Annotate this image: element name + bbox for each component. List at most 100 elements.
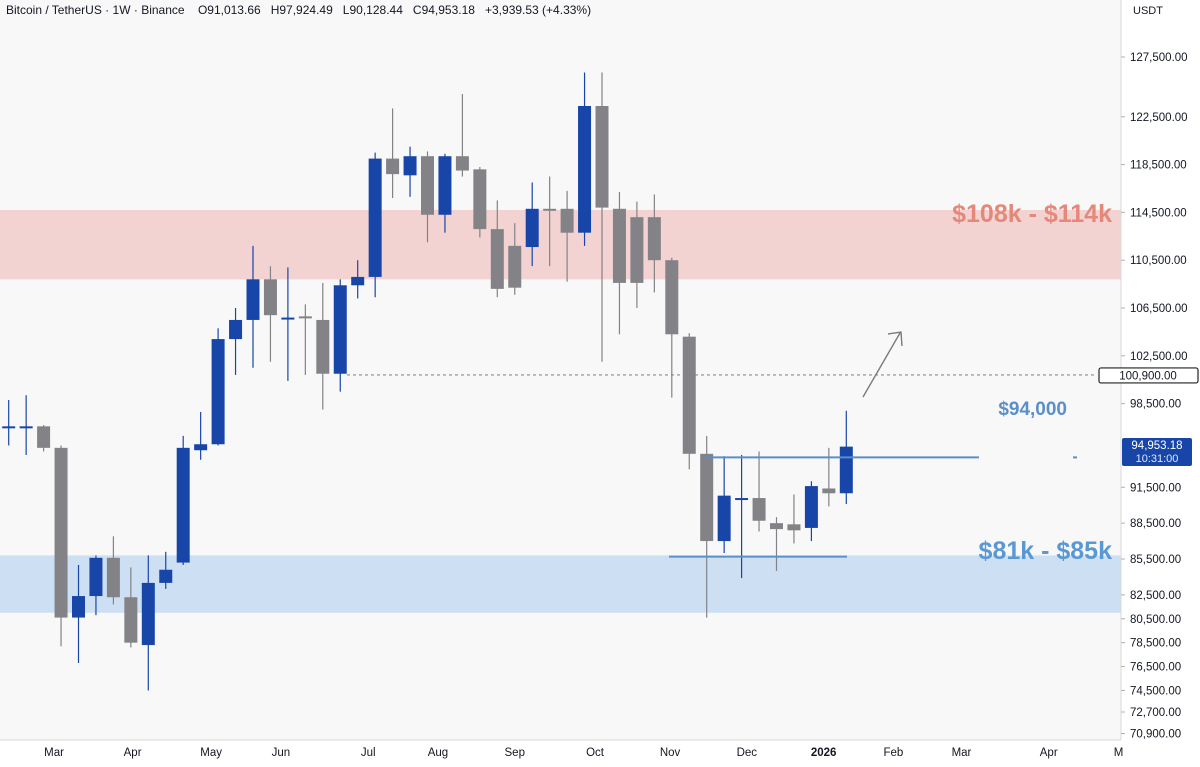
candle-body-down[interactable]: [473, 169, 487, 230]
open-value: 91,013.66: [207, 3, 261, 17]
candle-body-down[interactable]: [54, 447, 68, 618]
candle-body-down[interactable]: [595, 106, 609, 208]
time-tick-label: Jul: [361, 747, 376, 759]
candle-body-down[interactable]: [124, 597, 138, 643]
candle-body-down[interactable]: [682, 336, 696, 454]
currency-label[interactable]: USDT: [1133, 5, 1163, 17]
price-tick-label: 82,500.00: [1130, 590, 1181, 602]
candle-body-up[interactable]: [525, 208, 539, 248]
price-tick-label: 72,700.00: [1130, 707, 1181, 719]
candle-body-down[interactable]: [822, 488, 836, 494]
price-tick-label: 91,500.00: [1130, 482, 1181, 494]
candle-body-up[interactable]: [839, 446, 853, 494]
time-tick-label: Oct: [586, 747, 605, 759]
candle-body-up[interactable]: [438, 156, 452, 215]
candle-body-down[interactable]: [455, 156, 469, 171]
candle-body-up[interactable]: [141, 582, 155, 646]
candle-body-down[interactable]: [630, 217, 644, 283]
candle-body-up[interactable]: [89, 557, 103, 597]
time-tick-label: Mar: [44, 747, 64, 759]
breakout-level-label: $94,000: [998, 399, 1067, 420]
candle-body-up[interactable]: [19, 426, 33, 429]
candle-body-up[interactable]: [804, 486, 818, 528]
time-tick-label: Apr: [124, 747, 142, 759]
candle-body-down[interactable]: [298, 316, 312, 319]
candle-body-up[interactable]: [229, 319, 243, 340]
candle-body-down[interactable]: [560, 208, 574, 233]
candle-body-down[interactable]: [787, 524, 801, 531]
candle-body-up[interactable]: [717, 495, 731, 542]
candle-body-up[interactable]: [281, 317, 295, 320]
arrow-head-icon: [887, 331, 903, 347]
candle-body-down[interactable]: [647, 217, 661, 261]
candle-body-down[interactable]: [543, 208, 557, 211]
close-value: 94,953.18: [421, 3, 475, 17]
candle-body-down[interactable]: [263, 279, 277, 316]
price-tick-label: 76,500.00: [1130, 662, 1181, 674]
price-tick-label: 74,500.00: [1130, 685, 1181, 697]
candle-body-up[interactable]: [2, 426, 16, 429]
candle-body-down[interactable]: [612, 208, 626, 283]
time-tick-label: Nov: [660, 747, 681, 759]
candle-body-up[interactable]: [333, 285, 347, 374]
last-price-badge[interactable]: [1122, 438, 1192, 467]
support-zone-label: $81k - $85k: [979, 537, 1113, 565]
high-key: H: [270, 3, 280, 17]
candle-body-down[interactable]: [508, 245, 522, 288]
price-tick-label: 70,900.00: [1130, 729, 1181, 741]
candle-body-down[interactable]: [106, 557, 120, 598]
target-price-badge-text: 100,900.00: [1119, 370, 1177, 382]
separator: ·: [133, 3, 142, 17]
candle-body-up[interactable]: [211, 339, 225, 445]
price-tick-label: 78,500.00: [1130, 638, 1181, 650]
symbol-name: Bitcoin / TetherUS: [6, 3, 102, 17]
candle-body-up[interactable]: [72, 596, 85, 618]
price-tick-label: 127,500.00: [1130, 52, 1188, 64]
candle-body-up[interactable]: [578, 106, 592, 233]
time-tick-label: 2026: [811, 747, 837, 759]
candle-body-down[interactable]: [770, 523, 783, 530]
low-key: L: [342, 3, 350, 17]
time-tick-label: Dec: [737, 747, 758, 759]
exchange-label: Binance: [141, 3, 185, 17]
candle-countdown-text: 10:31:00: [1136, 453, 1179, 465]
candle-body-down[interactable]: [37, 426, 51, 448]
candle-body-up[interactable]: [176, 447, 190, 563]
candle-body-down[interactable]: [490, 229, 504, 289]
candle-body-up[interactable]: [735, 498, 749, 501]
candle-body-down[interactable]: [665, 260, 679, 335]
resistance-zone-label: $108k - $114k: [952, 200, 1112, 228]
low-value: 90,128.44: [349, 3, 403, 17]
candle-body-up[interactable]: [159, 569, 173, 583]
open-key: O: [197, 3, 208, 17]
price-tick-label: 122,500.00: [1130, 112, 1188, 124]
price-tick-label: 102,500.00: [1130, 351, 1188, 363]
high-value: 97,924.49: [279, 3, 333, 17]
price-tick-label: 114,500.00: [1130, 207, 1187, 219]
resistance-zone[interactable]: [0, 209, 1121, 280]
candle-body-up[interactable]: [368, 158, 382, 277]
support-zone[interactable]: [0, 555, 1121, 613]
candle-body-down[interactable]: [316, 319, 330, 374]
time-axis[interactable]: [0, 740, 1200, 767]
time-tick-label: Apr: [1040, 747, 1058, 759]
price-tick-label: 88,500.00: [1130, 518, 1181, 530]
candle-body-down[interactable]: [386, 158, 400, 175]
price-tick-label: 110,500.00: [1130, 255, 1187, 267]
target-price-badge[interactable]: [1098, 367, 1199, 384]
time-tick-label: Sep: [505, 747, 525, 759]
time-tick-label: Jun: [272, 747, 291, 759]
candle-body-down[interactable]: [752, 498, 766, 521]
time-tick-label: M: [1114, 747, 1124, 759]
candle-body-up[interactable]: [351, 276, 365, 286]
projection-arrow[interactable]: [862, 332, 901, 398]
candle-body-up[interactable]: [403, 156, 417, 176]
time-tick-label: May: [200, 747, 222, 759]
candle-body-down[interactable]: [700, 453, 714, 542]
candle-body-up[interactable]: [194, 444, 208, 451]
candle-body-down[interactable]: [421, 156, 434, 215]
candle-body-up[interactable]: [246, 279, 260, 320]
interval-label: 1W: [112, 3, 131, 17]
